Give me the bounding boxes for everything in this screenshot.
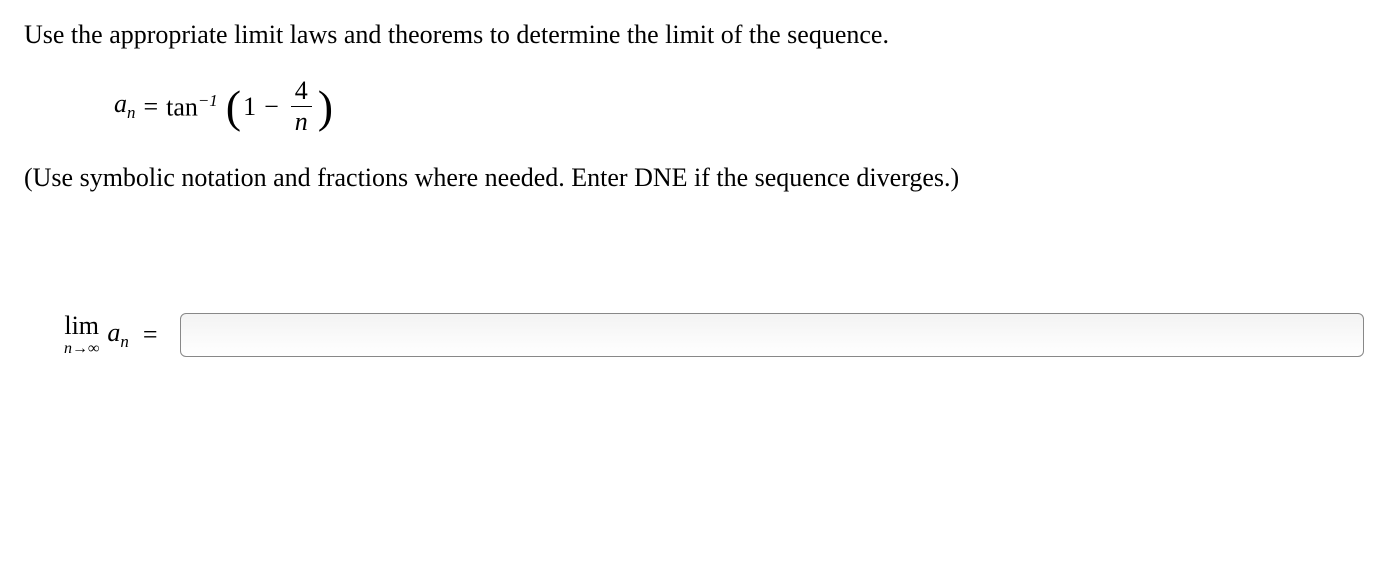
tan-label: tan [166,92,198,121]
lim-text: lim [64,313,99,339]
formula-subscript: n [127,104,135,123]
answer-input[interactable] [180,313,1364,357]
sequence-formula: an = tan−1 ( 1 − 4 n ) [114,78,1364,135]
fraction-denominator: n [291,107,312,135]
fraction-numerator: 4 [291,78,312,107]
minus-sign: − [264,92,279,122]
limit-var: a [107,318,120,347]
limit-variable: an [107,318,128,352]
formula-variable: a [114,89,127,118]
function-name: tan−1 [166,91,218,123]
answer-equals: = [143,320,158,350]
equals-sign: = [143,92,158,122]
prompt-text: Use the appropriate limit laws and theor… [24,20,1364,50]
tan-exponent: −1 [198,91,218,110]
answer-row: lim n→∞ an = [64,313,1364,357]
lim-subscript: n→∞ [64,341,99,357]
inner-one: 1 [243,92,256,122]
fraction: 4 n [291,78,312,135]
hint-text: (Use symbolic notation and fractions whe… [24,163,1364,193]
limit-expression: lim n→∞ an = [64,313,164,357]
formula-lhs: an [114,89,135,123]
limit-symbol: lim n→∞ [64,313,99,357]
limit-var-sub: n [120,332,128,351]
